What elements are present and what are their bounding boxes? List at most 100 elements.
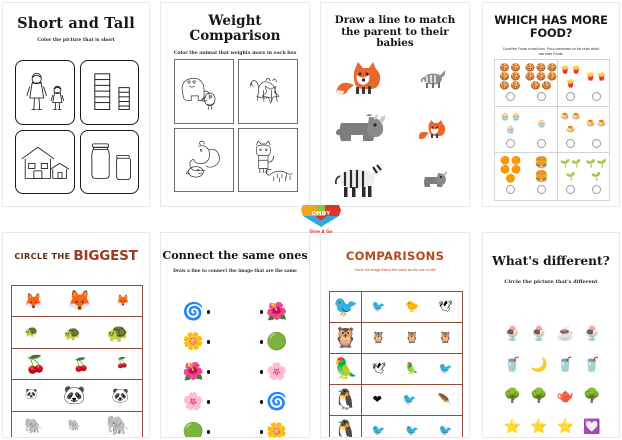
short-tall-cell-people[interactable]: [15, 60, 75, 125]
option-bird-red[interactable]: ❤: [372, 393, 382, 406]
coffee-cup-icon[interactable]: ☕: [556, 324, 574, 341]
flower-red-icon[interactable]: 🌺: [182, 361, 204, 381]
option-bird-green[interactable]: 🐦: [402, 393, 417, 406]
worksheet-whats-different[interactable]: What's different? Circle the picture tha…: [482, 232, 620, 438]
turtle-icon[interactable]: 🐢: [63, 324, 82, 341]
answer-circle[interactable]: [536, 92, 546, 101]
weight-cell-gorilla-toucan[interactable]: [174, 59, 234, 124]
moon-icon[interactable]: 🌙: [530, 355, 548, 372]
answer-circle[interactable]: [505, 92, 515, 101]
connector-dot-left[interactable]: [207, 400, 211, 404]
option-bird-yellow[interactable]: 🐤: [405, 300, 419, 313]
short-tall-cell-houses[interactable]: [15, 129, 75, 194]
option-owl-green[interactable]: 🦉: [371, 331, 386, 344]
food-option-right[interactable]: 🍟 🍟: [584, 60, 610, 106]
smoothie-icon[interactable]: 🥤: [583, 355, 601, 372]
answer-circle[interactable]: [506, 138, 515, 148]
answer-circle[interactable]: [566, 185, 576, 195]
connector-dot-right[interactable]: [259, 340, 263, 344]
tree-icon[interactable]: 🌳: [503, 387, 521, 404]
food-cell-beets[interactable]: 🌱 🌱 🌱 🌱 🌱 🌱: [558, 153, 609, 200]
connector-dot-right[interactable]: [259, 310, 263, 314]
food-option-right[interactable]: 🧁: [526, 107, 557, 153]
food-option-left[interactable]: 🍟 🍟 🍟: [558, 60, 584, 106]
flower-green-icon[interactable]: 🟢: [266, 331, 288, 351]
flower-green-icon[interactable]: 🟢: [182, 421, 204, 438]
answer-circle[interactable]: [591, 138, 601, 148]
fox-icon[interactable]: 🦊: [67, 290, 92, 313]
tree-icon[interactable]: 🌳: [530, 387, 548, 404]
answer-circle[interactable]: [591, 185, 601, 195]
star-icon[interactable]: ⭐: [503, 418, 521, 435]
star-icon[interactable]: ⭐: [556, 418, 574, 435]
worksheet-comparisons[interactable]: COMPARISONS Circle the image that is the…: [320, 232, 470, 438]
elephant-icon[interactable]: 🐘: [67, 420, 82, 433]
answer-circle[interactable]: [537, 185, 546, 195]
answer-circle[interactable]: [537, 138, 546, 148]
elephant-icon[interactable]: 🐘: [105, 416, 130, 438]
parent-rhino[interactable]: [335, 111, 387, 152]
food-cell-candy[interactable]: 🍮 🍮 🍮 🍮 🍮: [558, 107, 609, 154]
option-bird-blue[interactable]: 🐦: [371, 300, 386, 313]
weight-cell-cat-tiger[interactable]: [238, 127, 298, 192]
connector-dot-right[interactable]: [259, 400, 263, 404]
tree-icon[interactable]: 🌳: [583, 387, 601, 404]
turtle-icon[interactable]: 🐢: [24, 326, 39, 339]
food-cell-cookies[interactable]: 🍪 🍪 🍪 🍪 🍪 🍪 🍪 🍪 🍪 🍪 🍪 🍪 🍪 🍪: [495, 60, 558, 107]
short-tall-cell-jars[interactable]: [79, 129, 139, 194]
answer-circle[interactable]: [591, 92, 601, 101]
star-icon[interactable]: ⭐: [530, 418, 548, 435]
panda-icon[interactable]: 🐼: [63, 385, 86, 406]
answer-circle[interactable]: [566, 138, 576, 148]
food-option-right[interactable]: 🍪 🍪 🍪 🍪 🍪 🍪 🍪 🍪: [525, 60, 557, 106]
flower-pink-icon[interactable]: 🌸: [266, 361, 288, 381]
food-cell-fries[interactable]: 🍟 🍟 🍟 🍟 🍟: [558, 60, 609, 107]
panda-icon[interactable]: 🐼: [24, 389, 38, 401]
food-option-left[interactable]: 🧁 🧁 🧁: [495, 107, 526, 153]
food-cell-cupcakes[interactable]: 🧁 🧁 🧁 🧁: [495, 106, 558, 154]
connector-dot-right[interactable]: [259, 430, 263, 434]
weight-cell-camel-starfish[interactable]: [238, 59, 298, 124]
connector-dot-left[interactable]: [207, 430, 211, 434]
worksheet-circle-the-biggest[interactable]: CIRCLE THE BIGGEST 🦊 🦊 🦊 🐢 🐢 🐢 🍒 🍒 🍒: [2, 232, 150, 438]
daisy-teal-icon[interactable]: 🌼: [182, 331, 204, 351]
connector-dot-left[interactable]: [207, 310, 211, 314]
food-option-left[interactable]: 🌱 🌱 🌱: [558, 153, 584, 200]
parfait-icon[interactable]: 🍨: [583, 324, 601, 341]
answer-circle[interactable]: [506, 185, 515, 195]
baby-fox[interactable]: [418, 119, 447, 144]
food-option-right[interactable]: 🌱 🌱 🌱: [584, 153, 610, 200]
option-bird-grey[interactable]: 🐦: [371, 424, 386, 437]
flower-blue-icon[interactable]: 🌀: [266, 391, 288, 411]
worksheet-weight-comparison[interactable]: Weight Comparison Color the animal that …: [160, 2, 310, 207]
flower-blue-icon[interactable]: 🌀: [182, 301, 204, 321]
parent-fox[interactable]: [335, 61, 385, 100]
weight-cell-squirrel-bird[interactable]: [174, 127, 234, 192]
flower-red-icon[interactable]: 🌺: [266, 301, 288, 321]
worksheet-which-has-more-food[interactable]: WHICH HAS MORE FOOD? Count the Foods in …: [482, 2, 620, 207]
parent-zebra[interactable]: [335, 161, 387, 204]
food-option-left[interactable]: 🍮 🍮 🍮: [558, 107, 584, 153]
food-option-left[interactable]: 🍪 🍪 🍪 🍪 🍪 🍪: [495, 60, 525, 106]
option-bird-purple[interactable]: 🐦: [438, 424, 453, 437]
option-bird-pink[interactable]: 🕊: [371, 362, 386, 375]
beet-icon[interactable]: 🍒: [116, 358, 129, 370]
parfait-icon[interactable]: 🍨: [503, 324, 521, 341]
option-owl-orange[interactable]: 🦉: [438, 331, 453, 344]
food-option-left[interactable]: 🟠 🟠 🟠 🟠 🟠: [495, 153, 526, 200]
elephant-icon[interactable]: 🐘: [24, 418, 43, 436]
worksheet-short-and-tall[interactable]: Short and Tall Color the picture that is…: [2, 2, 150, 207]
option-feather-brown[interactable]: 🪶: [437, 393, 452, 406]
turtle-icon[interactable]: 🐢: [106, 322, 130, 343]
worksheet-match-parent-babies[interactable]: Draw a line to match the parent to their…: [320, 2, 470, 207]
fox-icon[interactable]: 🦊: [24, 292, 43, 310]
food-cell-oranges-burgers[interactable]: 🟠 🟠 🟠 🟠 🟠 🍔 🍔: [495, 153, 558, 200]
food-option-right[interactable]: 🍔 🍔: [526, 153, 557, 200]
option-toucan[interactable]: 🦜: [405, 362, 419, 375]
answer-circle[interactable]: [566, 92, 576, 101]
connector-dot-right[interactable]: [259, 370, 263, 374]
brand-logo[interactable]: OMNY Give A Go: [300, 202, 342, 238]
mug-icon[interactable]: 🫖: [556, 387, 574, 404]
food-option-right[interactable]: 🍮 🍮: [584, 107, 610, 153]
short-tall-cell-ladders[interactable]: [79, 60, 139, 125]
